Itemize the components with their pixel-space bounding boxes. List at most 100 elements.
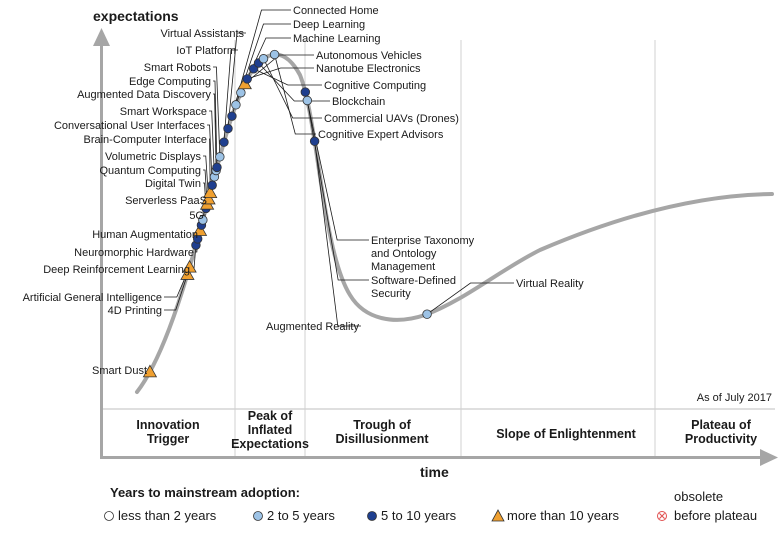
label-quantum-computing: Quantum Computing — [100, 165, 202, 177]
leader-software-defined-security — [306, 100, 369, 281]
leader-edge-computing — [213, 80, 218, 168]
legend-marker-less-than-2 — [104, 511, 114, 521]
marker-iot-platform — [219, 137, 229, 147]
phase-label-3-line-1: Trough of — [353, 418, 411, 432]
legend-marker-two-to-5 — [253, 511, 263, 521]
label-connected-home: Connected Home — [293, 5, 379, 17]
leader-augmented-data-discovery — [213, 93, 217, 171]
phase-label-1-line-1: Innovation — [136, 418, 199, 432]
leader-nanotube-electronics — [247, 67, 314, 80]
leader-autonomous-vehicles — [244, 54, 314, 85]
leader-4d-printing — [164, 274, 188, 311]
marker-cognitive-expert-advisors — [269, 49, 280, 60]
leader-machine-learning — [240, 37, 291, 93]
label-cognitive-computing: Cognitive Computing — [324, 80, 426, 92]
leader-smart-robots — [213, 66, 221, 157]
label-5g: 5G — [189, 210, 204, 222]
legend-label-less-than-2: less than 2 years — [118, 508, 217, 523]
label-autonomous-vehicles: Autonomous Vehicles — [316, 50, 422, 62]
label-digital-twin: Digital Twin — [145, 178, 201, 190]
marker-brain-computer-interface — [203, 185, 218, 199]
marker-augmented-reality — [309, 136, 320, 146]
marker-nanotube-electronics — [242, 74, 252, 84]
label-commercial-uavs-drones: Commercial UAVs (Drones) — [324, 113, 459, 125]
phase-label-3-line-2: Disillusionment — [335, 432, 429, 446]
phase-label-2-line-3: Expectations — [231, 437, 309, 451]
phase-label-2-line-2: Inflated — [248, 423, 292, 437]
legend-marker-more-than-10 — [491, 509, 505, 522]
label-smart-workspace: Smart Workspace — [120, 106, 207, 118]
label-4d-printing: 4D Printing — [108, 305, 162, 317]
label-virtual-assistants: Virtual Assistants — [160, 28, 244, 40]
y-axis-title: expectations — [93, 8, 179, 24]
legend-label-obsolete: before plateau — [674, 508, 757, 523]
label-machine-learning: Machine Learning — [293, 33, 380, 45]
marker-serverless-paas — [198, 215, 208, 225]
leader-virtual-assistants — [227, 32, 246, 129]
marker-software-defined-security — [302, 95, 313, 106]
marker-smart-dust — [142, 364, 158, 378]
phase-label-4-line-1: Slope of Enlightenment — [496, 427, 636, 441]
marker-artificial-general-intelligence — [182, 259, 197, 273]
x-axis-title: time — [420, 464, 449, 480]
leader-cognitive-computing — [253, 68, 322, 86]
label-artificial-general-intelligence: Artificial General Intelligence — [23, 292, 162, 304]
legend-label-two-to-5: 2 to 5 years — [267, 508, 335, 523]
marker-smart-robots — [215, 152, 225, 162]
marker-volumetric-displays — [201, 191, 216, 205]
leader-smart-workspace — [209, 110, 215, 177]
label-blockchain: Blockchain — [332, 96, 385, 108]
legend: Years to mainstream adoption: less than 2… — [104, 485, 757, 523]
phase-label-5-line-2: Productivity — [685, 432, 757, 446]
label-smart-dust: Smart Dust — [92, 365, 147, 377]
label-volumetric-displays: Volumetric Displays — [105, 151, 201, 163]
phase-label-2-line-1: Peak of — [248, 409, 293, 423]
legend-label-more-than-10: more than 10 years — [507, 508, 620, 523]
label-serverless-paas: Serverless PaaS — [125, 195, 207, 207]
marker-connected-home — [227, 111, 237, 121]
leader-commercial-uavs-drones — [263, 58, 322, 119]
leader-brain-computer-interface — [209, 138, 211, 193]
marker-enterprise-taxonomy-and-ontology-management — [300, 87, 311, 97]
legend-title: Years to mainstream adoption: — [110, 485, 300, 500]
label-software-defined-security: Software-Defined Security — [371, 275, 456, 300]
leader-connected-home — [231, 9, 291, 117]
label-cognitive-expert-advisors: Cognitive Expert Advisors — [318, 129, 444, 141]
legend-label-top-obsolete: obsolete — [674, 489, 723, 504]
label-deep-reinforcement-learning: Deep Reinforcement Learning — [43, 264, 190, 276]
label-enterprise-taxonomy-and-ontology-management: Enterprise Taxonomy and Ontology Managemen… — [371, 235, 475, 273]
phase-label-1-line-2: Trigger — [147, 432, 190, 446]
marker-virtual-assistants — [223, 123, 233, 134]
leader-conversational-user-interfaces — [207, 124, 213, 186]
marker-4d-printing — [180, 267, 195, 280]
leader-cognitive-expert-advisors — [274, 54, 316, 135]
leader-blockchain — [258, 62, 330, 102]
legend-label-five-to-10: 5 to 10 years — [381, 508, 457, 523]
axes: expectations time As of July 2017 — [93, 8, 778, 480]
y-axis-line — [100, 42, 103, 458]
label-brain-computer-interface: Brain-Computer Interface — [84, 134, 208, 146]
x-axis-line — [100, 456, 760, 459]
hype-cycle-curve — [135, 52, 774, 394]
label-neuromorphic-hardware: Neuromorphic Hardware — [74, 247, 194, 259]
x-axis-arrow — [760, 449, 778, 466]
marker-edge-computing — [212, 162, 222, 173]
label-nanotube-electronics: Nanotube Electronics — [316, 63, 421, 75]
legend-marker-five-to-10 — [367, 511, 377, 521]
label-edge-computing: Edge Computing — [129, 76, 211, 88]
marker-commercial-uavs-drones — [258, 54, 269, 64]
label-human-augmentation: Human Augmentation — [92, 229, 198, 241]
label-augmented-reality: Augmented Reality — [266, 321, 359, 333]
label-conversational-user-interfaces: Conversational User Interfaces — [54, 120, 206, 132]
marker-machine-learning — [236, 88, 246, 98]
as-of-note: As of July 2017 — [697, 392, 772, 404]
label-smart-robots: Smart Robots — [144, 62, 212, 74]
phase-label-5-line-1: Plateau of — [691, 418, 752, 432]
marker-human-augmentation — [192, 223, 208, 236]
label-deep-learning: Deep Learning — [293, 19, 365, 31]
marker-deep-learning — [231, 100, 241, 110]
leader-virtual-reality — [426, 282, 514, 315]
